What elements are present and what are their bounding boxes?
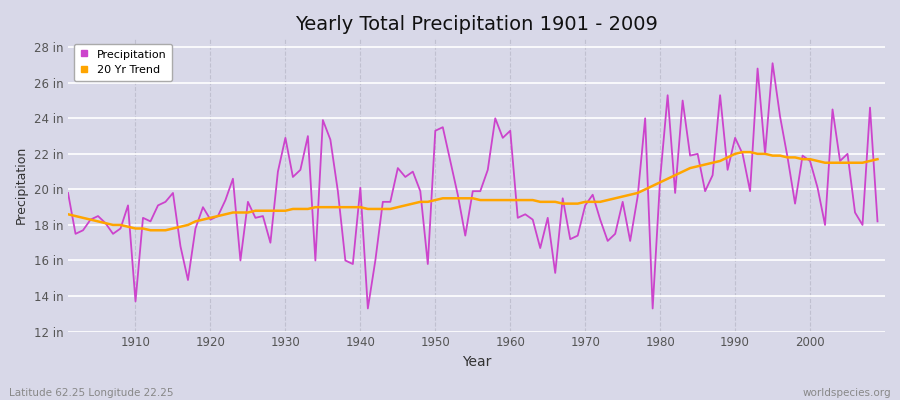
Text: worldspecies.org: worldspecies.org — [803, 388, 891, 398]
Text: Latitude 62.25 Longitude 22.25: Latitude 62.25 Longitude 22.25 — [9, 388, 174, 398]
Legend: Precipitation, 20 Yr Trend: Precipitation, 20 Yr Trend — [74, 44, 172, 81]
Title: Yearly Total Precipitation 1901 - 2009: Yearly Total Precipitation 1901 - 2009 — [295, 15, 658, 34]
X-axis label: Year: Year — [462, 355, 491, 369]
Y-axis label: Precipitation: Precipitation — [15, 146, 28, 224]
